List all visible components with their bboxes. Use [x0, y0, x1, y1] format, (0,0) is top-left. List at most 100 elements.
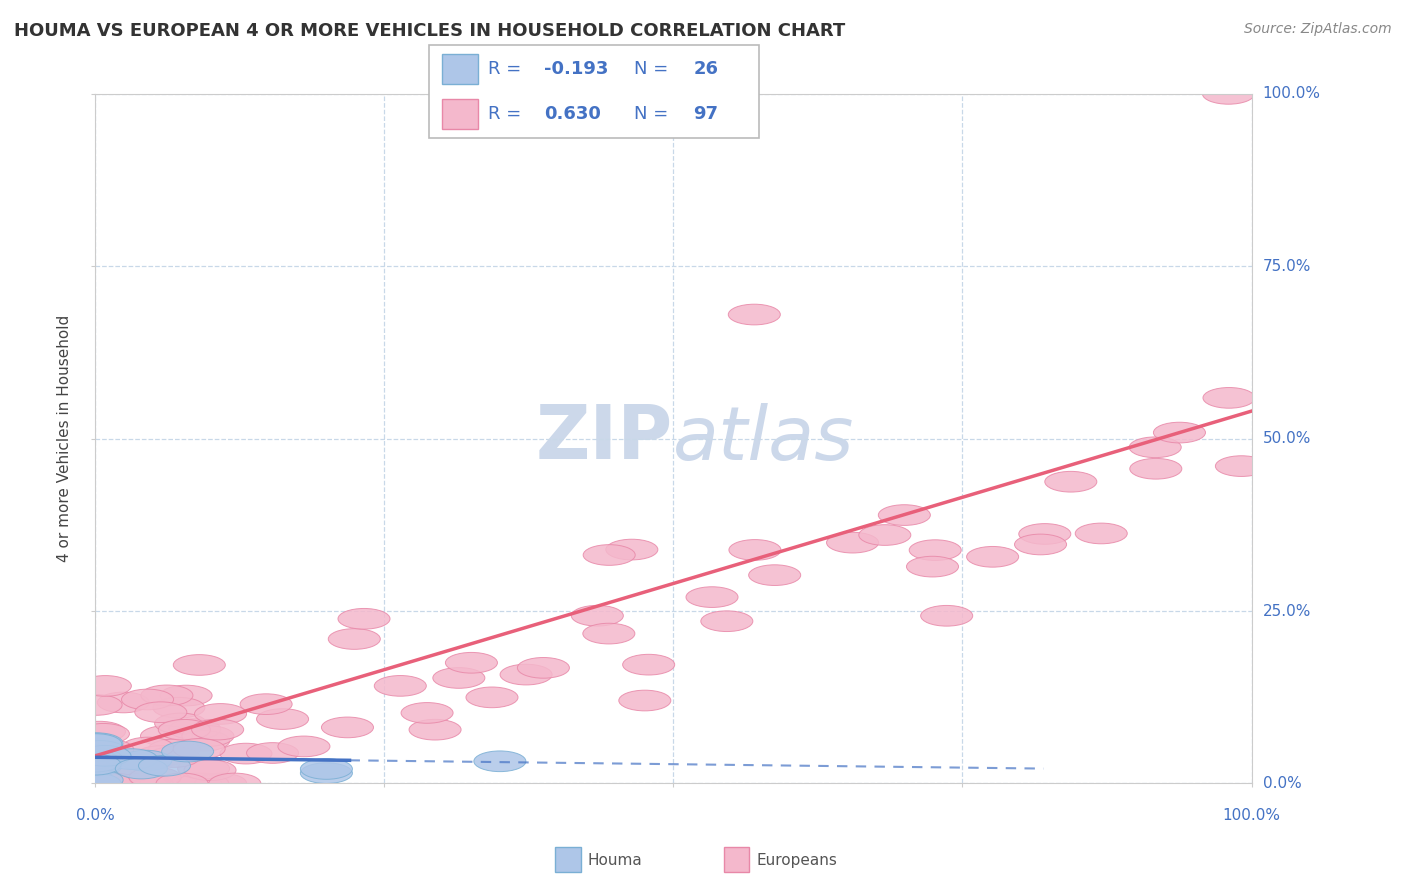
Ellipse shape	[118, 773, 170, 794]
Ellipse shape	[153, 698, 205, 718]
Ellipse shape	[115, 773, 167, 794]
Ellipse shape	[79, 746, 131, 766]
Ellipse shape	[69, 752, 121, 772]
Text: 100.0%: 100.0%	[1223, 808, 1281, 823]
Ellipse shape	[156, 773, 208, 794]
Text: 100.0%: 100.0%	[1263, 87, 1320, 102]
Ellipse shape	[748, 565, 800, 585]
Ellipse shape	[79, 773, 131, 794]
Ellipse shape	[148, 747, 200, 767]
Ellipse shape	[79, 675, 131, 697]
Ellipse shape	[75, 773, 127, 794]
Ellipse shape	[301, 763, 353, 783]
Ellipse shape	[70, 733, 122, 754]
Ellipse shape	[148, 739, 200, 760]
Ellipse shape	[122, 737, 174, 758]
Ellipse shape	[246, 743, 298, 764]
FancyBboxPatch shape	[429, 45, 759, 138]
Text: 26: 26	[693, 60, 718, 78]
Ellipse shape	[401, 703, 453, 723]
Ellipse shape	[583, 624, 636, 644]
Text: 0.0%: 0.0%	[76, 808, 114, 823]
Ellipse shape	[177, 731, 229, 751]
Ellipse shape	[1130, 458, 1182, 479]
Ellipse shape	[80, 764, 132, 785]
Text: ZIP: ZIP	[536, 402, 673, 475]
Ellipse shape	[129, 767, 181, 788]
Ellipse shape	[70, 695, 122, 715]
Ellipse shape	[105, 748, 157, 770]
Text: atlas: atlas	[673, 402, 855, 475]
Ellipse shape	[69, 773, 121, 794]
Ellipse shape	[910, 540, 962, 560]
Ellipse shape	[173, 655, 225, 675]
Ellipse shape	[115, 773, 167, 794]
FancyBboxPatch shape	[441, 99, 478, 129]
Ellipse shape	[89, 764, 141, 786]
Ellipse shape	[169, 719, 221, 739]
Ellipse shape	[75, 750, 127, 771]
Ellipse shape	[73, 722, 125, 742]
Ellipse shape	[90, 760, 142, 781]
Ellipse shape	[181, 726, 233, 747]
Ellipse shape	[966, 547, 1019, 567]
Ellipse shape	[517, 657, 569, 678]
Ellipse shape	[1045, 471, 1097, 492]
Ellipse shape	[1015, 534, 1067, 555]
Ellipse shape	[118, 773, 170, 794]
Ellipse shape	[859, 524, 911, 545]
Ellipse shape	[69, 745, 121, 766]
Ellipse shape	[120, 750, 172, 771]
Ellipse shape	[879, 505, 931, 525]
Ellipse shape	[80, 773, 132, 794]
Text: Europeans: Europeans	[756, 854, 838, 868]
Ellipse shape	[827, 533, 879, 553]
Text: N =: N =	[634, 105, 673, 123]
Ellipse shape	[191, 719, 243, 739]
Ellipse shape	[474, 751, 526, 772]
Ellipse shape	[1202, 84, 1254, 104]
Ellipse shape	[170, 773, 222, 794]
Ellipse shape	[115, 758, 167, 779]
Ellipse shape	[1204, 387, 1256, 409]
Ellipse shape	[141, 725, 193, 747]
Ellipse shape	[301, 758, 353, 780]
Ellipse shape	[76, 760, 128, 780]
Text: Houma: Houma	[588, 854, 643, 868]
Ellipse shape	[465, 687, 517, 707]
Ellipse shape	[1019, 524, 1071, 544]
Ellipse shape	[69, 745, 121, 766]
Ellipse shape	[69, 735, 121, 756]
Ellipse shape	[135, 746, 187, 766]
Text: 75.0%: 75.0%	[1263, 259, 1310, 274]
Ellipse shape	[121, 690, 173, 710]
Ellipse shape	[159, 720, 211, 740]
Ellipse shape	[728, 540, 780, 560]
Ellipse shape	[409, 719, 461, 740]
Ellipse shape	[686, 587, 738, 607]
Ellipse shape	[1153, 422, 1205, 443]
Ellipse shape	[70, 756, 122, 776]
Text: -0.193: -0.193	[544, 60, 609, 78]
Ellipse shape	[75, 740, 127, 761]
Ellipse shape	[240, 694, 292, 714]
Ellipse shape	[76, 773, 128, 794]
Ellipse shape	[571, 606, 623, 626]
Ellipse shape	[69, 755, 121, 775]
Ellipse shape	[433, 667, 485, 689]
Ellipse shape	[69, 773, 121, 794]
Ellipse shape	[141, 685, 193, 706]
Ellipse shape	[446, 652, 498, 673]
Ellipse shape	[69, 733, 121, 754]
Ellipse shape	[77, 773, 129, 794]
Ellipse shape	[256, 709, 308, 730]
Ellipse shape	[162, 741, 214, 762]
Ellipse shape	[177, 773, 229, 794]
Ellipse shape	[322, 717, 374, 738]
Ellipse shape	[606, 540, 658, 560]
Ellipse shape	[70, 748, 122, 769]
Ellipse shape	[135, 702, 187, 723]
Ellipse shape	[194, 704, 246, 724]
Text: HOUMA VS EUROPEAN 4 OR MORE VEHICLES IN HOUSEHOLD CORRELATION CHART: HOUMA VS EUROPEAN 4 OR MORE VEHICLES IN …	[14, 22, 845, 40]
Ellipse shape	[337, 608, 389, 629]
